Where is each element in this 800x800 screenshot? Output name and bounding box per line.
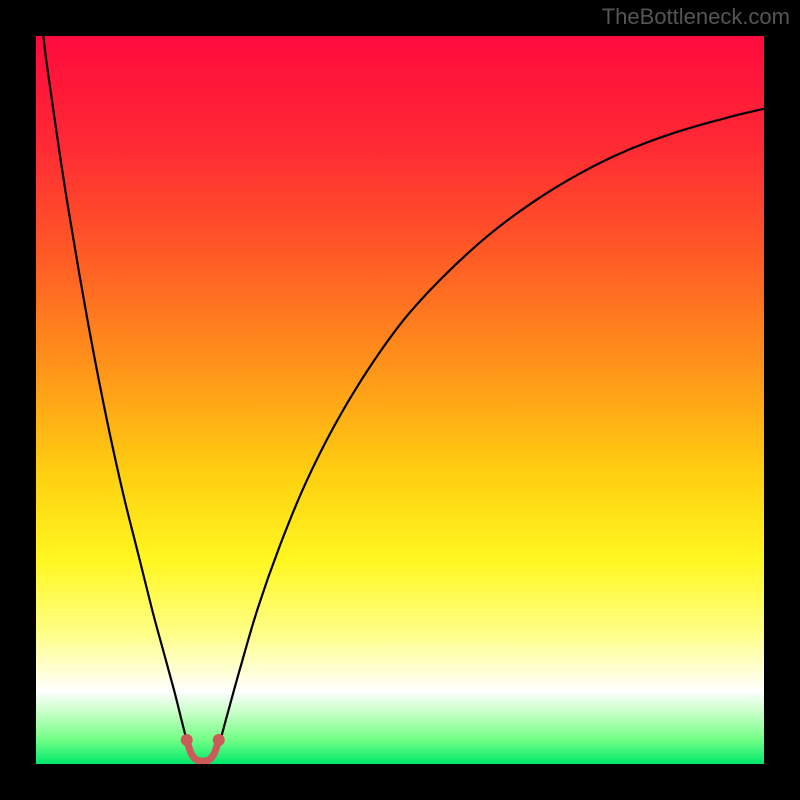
chart-container: TheBottleneck.com bbox=[0, 0, 800, 800]
marker-dot bbox=[181, 734, 193, 746]
watermark-text: TheBottleneck.com bbox=[602, 4, 790, 30]
marker-dot bbox=[213, 734, 225, 746]
chart-svg bbox=[0, 0, 800, 800]
plot-background bbox=[36, 36, 764, 764]
